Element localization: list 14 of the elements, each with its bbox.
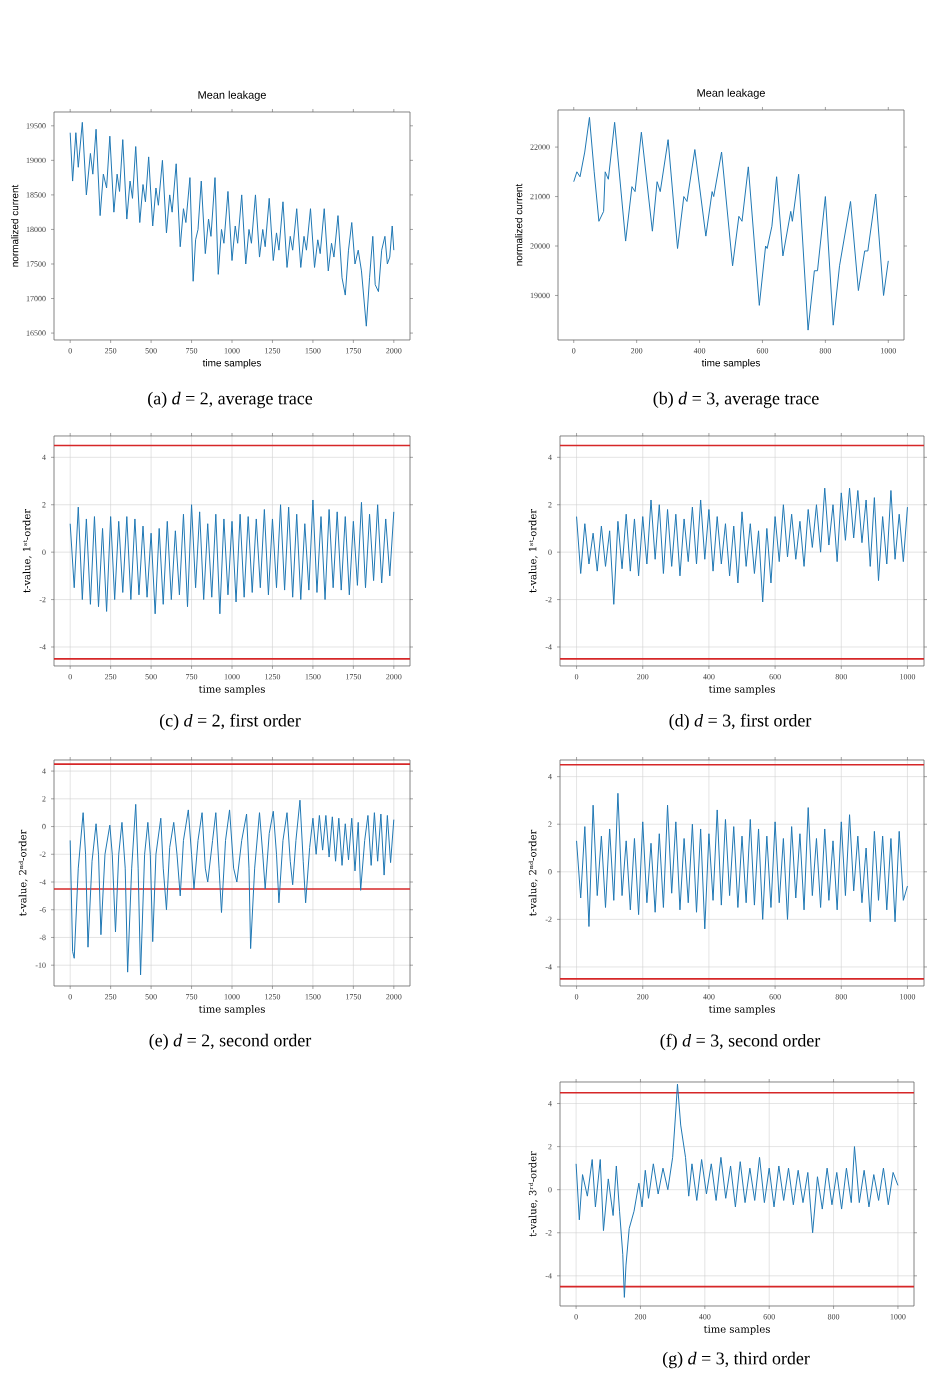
line-series <box>69 799 395 976</box>
text: (b) d = 3, average trace <box>653 391 819 409</box>
line-series <box>69 499 395 615</box>
line-series <box>573 116 889 331</box>
line-series <box>69 121 395 327</box>
line-series <box>576 792 908 930</box>
line-series <box>575 1083 899 1298</box>
text: (a) d = 2, average trace <box>148 391 313 409</box>
text: (f) d = 3, second order <box>660 1033 821 1051</box>
text: (e) d = 2, second order <box>149 1033 312 1051</box>
text: (c) d = 2, first order <box>159 713 301 731</box>
line-series <box>576 487 908 605</box>
text: (g) d = 3, third order <box>662 1351 810 1369</box>
text: (d) d = 3, first order <box>669 713 812 731</box>
